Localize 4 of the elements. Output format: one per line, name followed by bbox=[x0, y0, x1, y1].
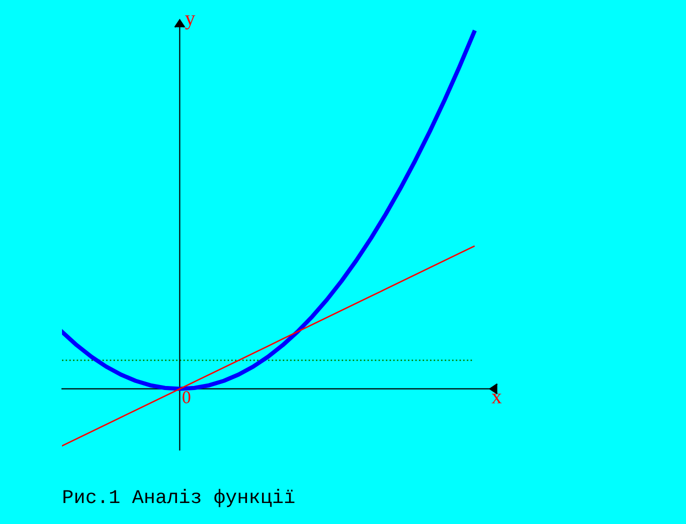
annotation: 0 bbox=[182, 391, 190, 404]
y-axis-title: y bbox=[185, 15, 196, 30]
x-axis-title: x bbox=[492, 394, 502, 404]
text: Рис.1 Аналіз функції bbox=[64, 488, 294, 508]
